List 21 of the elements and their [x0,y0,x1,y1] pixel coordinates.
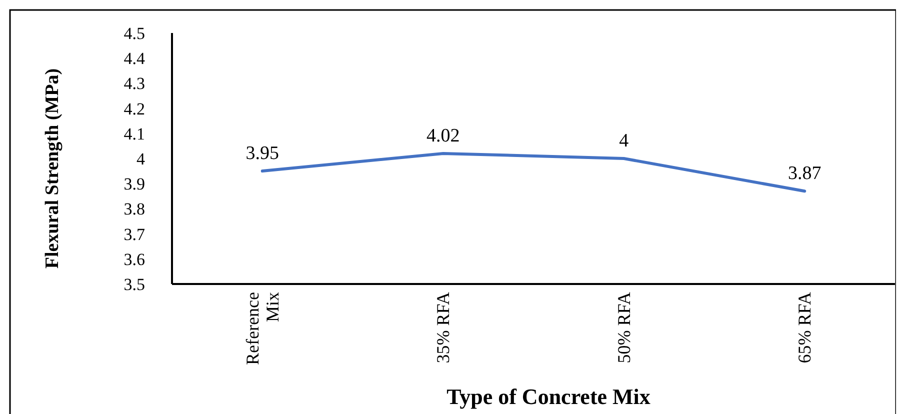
y-tick-label: 3.6 [124,250,145,269]
y-tick-label: 3.7 [124,224,146,244]
x-tick-label: 35% RFA [433,292,454,364]
y-tick-label: 3.8 [124,200,145,219]
x-tick-label: Reference Mix [242,292,282,365]
data-label: 4.02 [426,125,460,146]
data-label: 4 [619,130,630,152]
x-tick-label: 50% RFA [614,292,634,364]
y-tick-label: 3.9 [124,174,145,194]
y-tick-label: 4.3 [124,74,145,94]
data-label: 3.95 [246,143,279,164]
y-tick-label: 4.5 [124,24,145,43]
x-tick-label: 65% RFA [794,292,815,364]
y-axis-title: Flexural Strength (MPa) [42,68,63,269]
data-label: 3.87 [788,163,822,184]
y-tick-label: 4.1 [124,124,145,144]
y-tick-label: 4 [136,149,146,168]
y-tick-label: 4.2 [124,99,145,118]
x-axis-title: Type of Concrete Mix [446,384,650,409]
y-tick-label: 4.4 [124,49,146,68]
y-tick-label: 3.5 [124,274,145,294]
